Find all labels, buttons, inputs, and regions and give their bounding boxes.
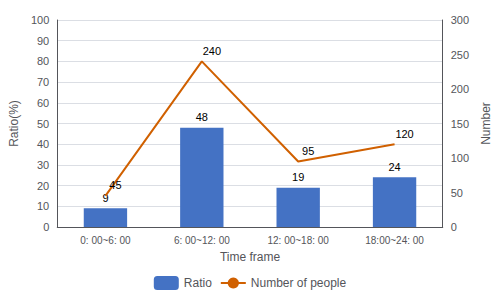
svg-text:300: 300	[451, 14, 469, 26]
svg-text:100: 100	[31, 14, 49, 26]
svg-text:Number: Number	[479, 102, 493, 145]
svg-text:45: 45	[109, 179, 121, 191]
svg-text:Ratio: Ratio	[184, 276, 212, 290]
svg-text:0: 00~6: 00: 0: 00~6: 00	[80, 235, 131, 246]
svg-text:90: 90	[37, 35, 49, 47]
svg-text:240: 240	[203, 45, 221, 57]
svg-text:Number of people: Number of people	[251, 276, 347, 290]
svg-text:40: 40	[37, 138, 49, 150]
svg-text:120: 120	[395, 128, 413, 140]
svg-text:30: 30	[37, 159, 49, 171]
svg-text:70: 70	[37, 76, 49, 88]
svg-text:60: 60	[37, 97, 49, 109]
svg-text:24: 24	[388, 161, 400, 173]
svg-text:20: 20	[37, 180, 49, 192]
svg-text:0: 0	[451, 221, 457, 233]
svg-text:Ratio(%): Ratio(%)	[7, 100, 21, 147]
svg-text:18:00~24: 00: 18:00~24: 00	[365, 235, 424, 246]
svg-text:50: 50	[451, 187, 463, 199]
svg-text:48: 48	[196, 111, 208, 123]
svg-text:9: 9	[102, 191, 109, 204]
svg-text:19: 19	[292, 171, 304, 183]
svg-text:250: 250	[451, 49, 469, 61]
svg-text:10: 10	[37, 200, 49, 212]
svg-text:50: 50	[37, 118, 49, 130]
svg-text:200: 200	[451, 83, 469, 95]
svg-text:0: 0	[43, 221, 49, 233]
svg-text:6: 00~12: 00: 6: 00~12: 00	[174, 235, 230, 246]
svg-text:95: 95	[302, 145, 314, 157]
svg-text:12: 00~18: 00: 12: 00~18: 00	[267, 235, 329, 246]
svg-text:100: 100	[451, 152, 469, 164]
svg-text:150: 150	[451, 118, 469, 130]
svg-text:Time frame: Time frame	[220, 250, 281, 264]
svg-text:80: 80	[37, 55, 49, 67]
